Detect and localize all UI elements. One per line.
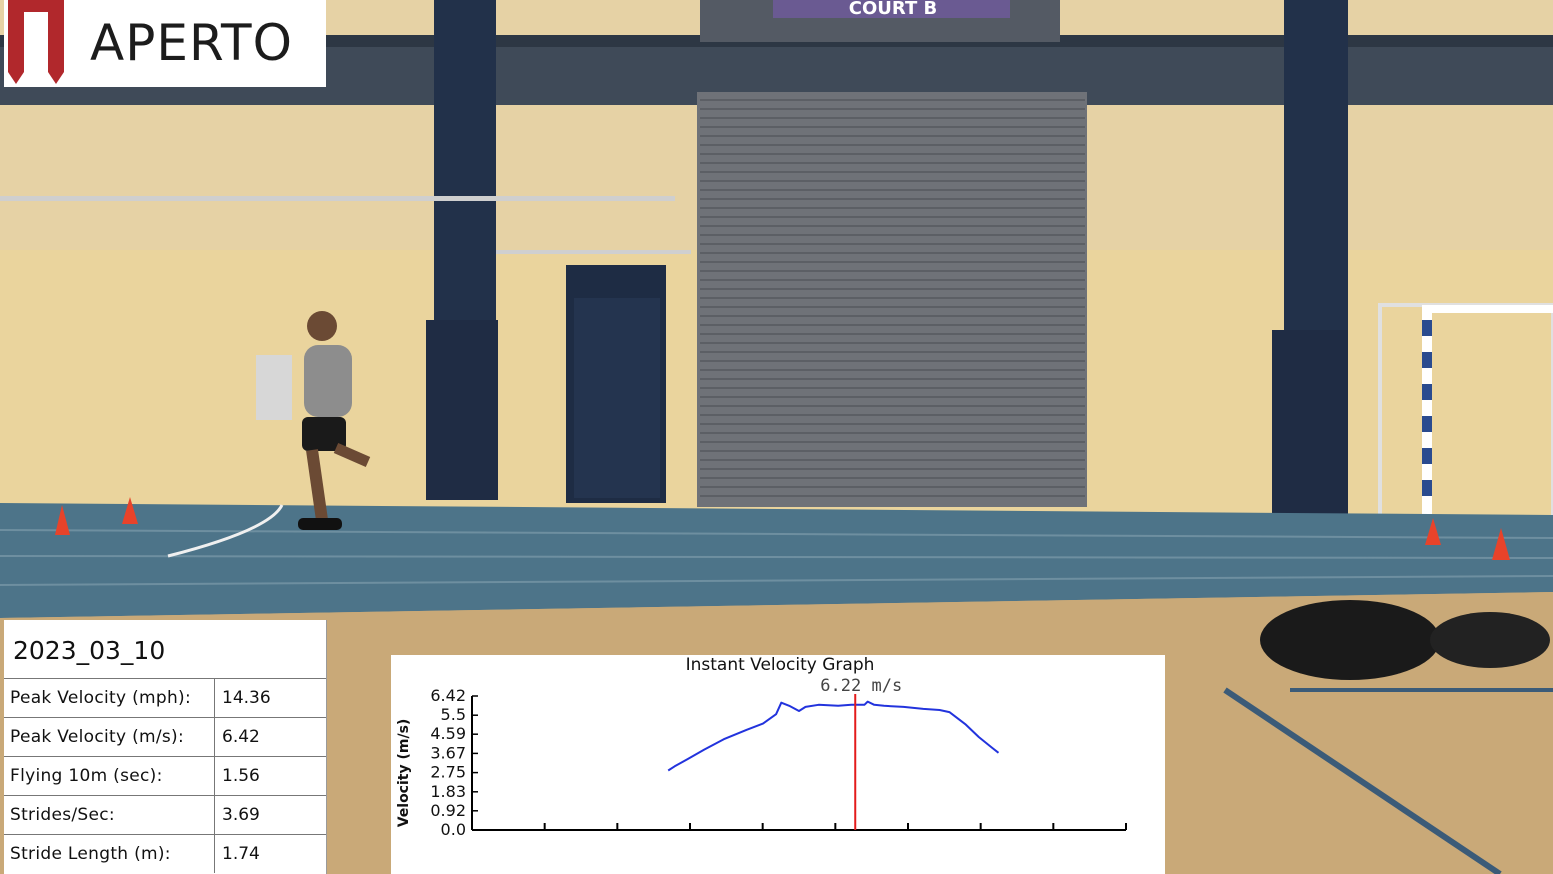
stats-label: Stride Length (m): (4, 835, 215, 873)
stats-value: 1.74 (222, 844, 260, 864)
y-tick-label: 0.0 (441, 820, 466, 839)
y-tick-label: 2.75 (430, 763, 466, 782)
stats-row-peak-velocity-ms: Peak Velocity (m/s): 6.42 (4, 718, 326, 757)
stats-label: Peak Velocity (mph): (4, 679, 215, 717)
court-sign-text: COURT B (849, 0, 937, 19)
session-date: 2023_03_10 (4, 620, 326, 679)
y-tick-label: 5.5 (441, 705, 466, 724)
chart-title: Instant Velocity Graph (686, 655, 875, 675)
stats-value: 3.69 (222, 805, 260, 825)
stats-value: 14.36 (222, 688, 271, 708)
y-tick-label: 6.42 (430, 686, 466, 705)
velocity-graph-panel: Instant Velocity Graph Velocity (m/s) 0.… (391, 655, 1165, 874)
stats-row-peak-velocity-mph: Peak Velocity (mph): 14.36 (4, 679, 326, 718)
y-tick-label: 0.92 (430, 801, 466, 820)
velocity-chart: Instant Velocity Graph Velocity (m/s) 0.… (396, 655, 1127, 839)
marker-value-label: 6.22 m/s (820, 676, 902, 696)
stats-row-stride-length: Stride Length (m): 1.74 (4, 835, 326, 873)
stats-value: 1.56 (222, 766, 260, 786)
logo-text: APERTO (90, 14, 293, 72)
stats-panel: 2023_03_10 Peak Velocity (mph): 14.36 Pe… (4, 620, 327, 874)
logo-mark-icon (8, 0, 64, 84)
stats-label: Strides/Sec: (4, 796, 215, 834)
y-tick-label: 3.67 (430, 743, 466, 762)
y-axis-label: Velocity (m/s) (396, 719, 412, 828)
stats-value: 6.42 (222, 727, 260, 747)
y-tick-label: 1.83 (430, 782, 466, 801)
stats-label: Flying 10m (sec): (4, 757, 215, 795)
stats-label: Peak Velocity (m/s): (4, 718, 215, 756)
y-tick-label: 4.59 (430, 724, 466, 743)
stats-row-flying-10m: Flying 10m (sec): 1.56 (4, 757, 326, 796)
velocity-series-line (667, 700, 1000, 772)
stats-row-strides-per-sec: Strides/Sec: 3.69 (4, 796, 326, 835)
aperto-logo: APERTO (4, 0, 326, 87)
